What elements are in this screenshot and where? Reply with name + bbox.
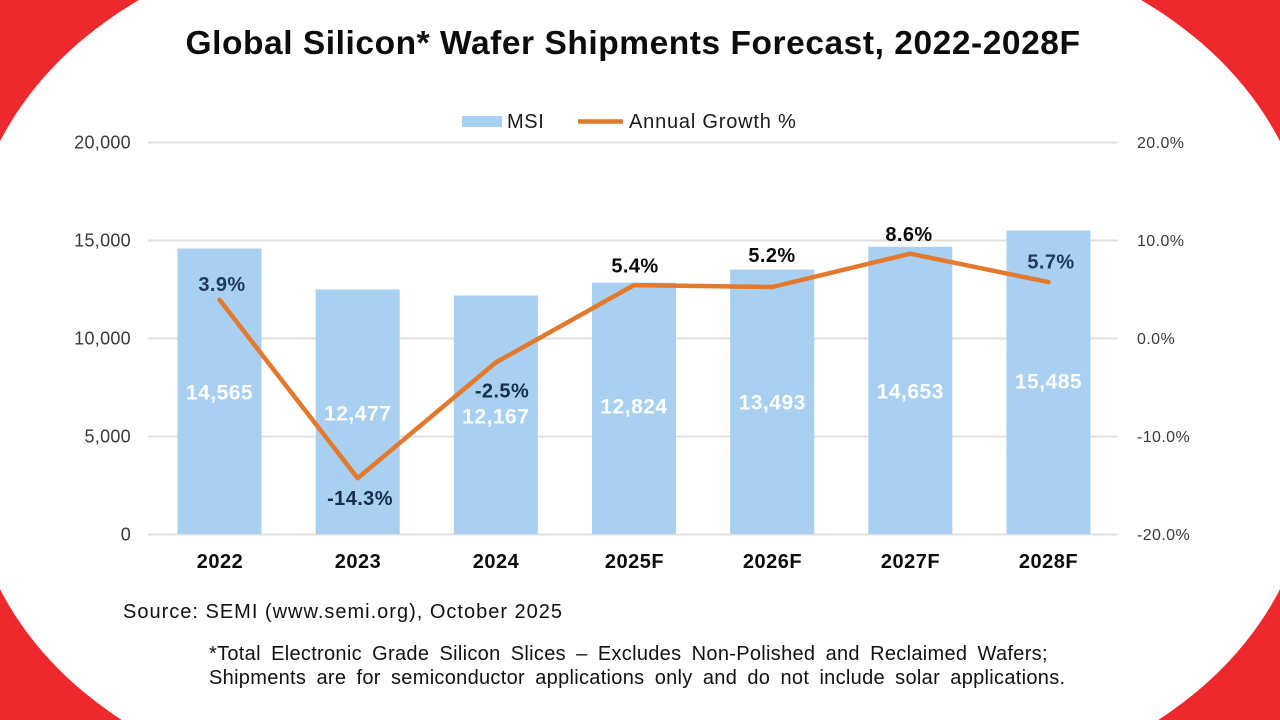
svg-text:15,000: 15,000 <box>74 231 131 251</box>
svg-text:12,824: 12,824 <box>600 396 667 419</box>
svg-text:20.0%: 20.0% <box>1137 135 1184 152</box>
svg-text:10,000: 10,000 <box>74 329 131 349</box>
svg-text:5.7%: 5.7% <box>1027 252 1074 274</box>
svg-text:10.0%: 10.0% <box>1137 233 1184 250</box>
svg-text:2025F: 2025F <box>605 551 664 573</box>
svg-text:3.9%: 3.9% <box>198 274 245 296</box>
svg-text:-2.5%: -2.5% <box>475 381 529 403</box>
svg-text:5,000: 5,000 <box>84 427 131 447</box>
svg-text:0.0%: 0.0% <box>1137 331 1175 348</box>
svg-text:2026F: 2026F <box>743 551 802 573</box>
svg-text:14,565: 14,565 <box>186 382 253 405</box>
svg-text:5.4%: 5.4% <box>611 256 658 278</box>
svg-text:-10.0%: -10.0% <box>1137 429 1190 446</box>
svg-text:8.6%: 8.6% <box>885 224 932 246</box>
svg-text:Global Silicon* Wafer Shipment: Global Silicon* Wafer Shipments Forecast… <box>186 25 1081 62</box>
svg-text:20,000: 20,000 <box>74 133 131 153</box>
svg-text:Annual Growth %: Annual Growth % <box>629 111 797 133</box>
svg-text:13,493: 13,493 <box>739 392 806 415</box>
svg-text:0: 0 <box>121 525 131 545</box>
svg-text:5.2%: 5.2% <box>748 245 795 267</box>
svg-text:*Total Electronic Grade Silico: *Total Electronic Grade Silicon Slices –… <box>209 643 1048 665</box>
svg-text:2027F: 2027F <box>881 551 940 573</box>
svg-text:Shipments are for semiconducto: Shipments are for semiconductor applicat… <box>209 667 1065 689</box>
svg-text:14,653: 14,653 <box>877 381 944 404</box>
svg-text:-14.3%: -14.3% <box>327 488 393 510</box>
svg-text:2022: 2022 <box>197 551 244 573</box>
svg-text:12,167: 12,167 <box>462 406 529 429</box>
svg-text:-20.0%: -20.0% <box>1137 527 1190 544</box>
svg-text:MSI: MSI <box>507 111 544 133</box>
svg-text:2028F: 2028F <box>1019 551 1078 573</box>
svg-text:Source: SEMI (www.semi.org), O: Source: SEMI (www.semi.org), October 202… <box>123 601 563 623</box>
svg-text:15,485: 15,485 <box>1015 371 1082 394</box>
svg-text:2024: 2024 <box>473 551 520 573</box>
svg-text:12,477: 12,477 <box>324 403 391 426</box>
svg-text:2023: 2023 <box>335 551 382 573</box>
